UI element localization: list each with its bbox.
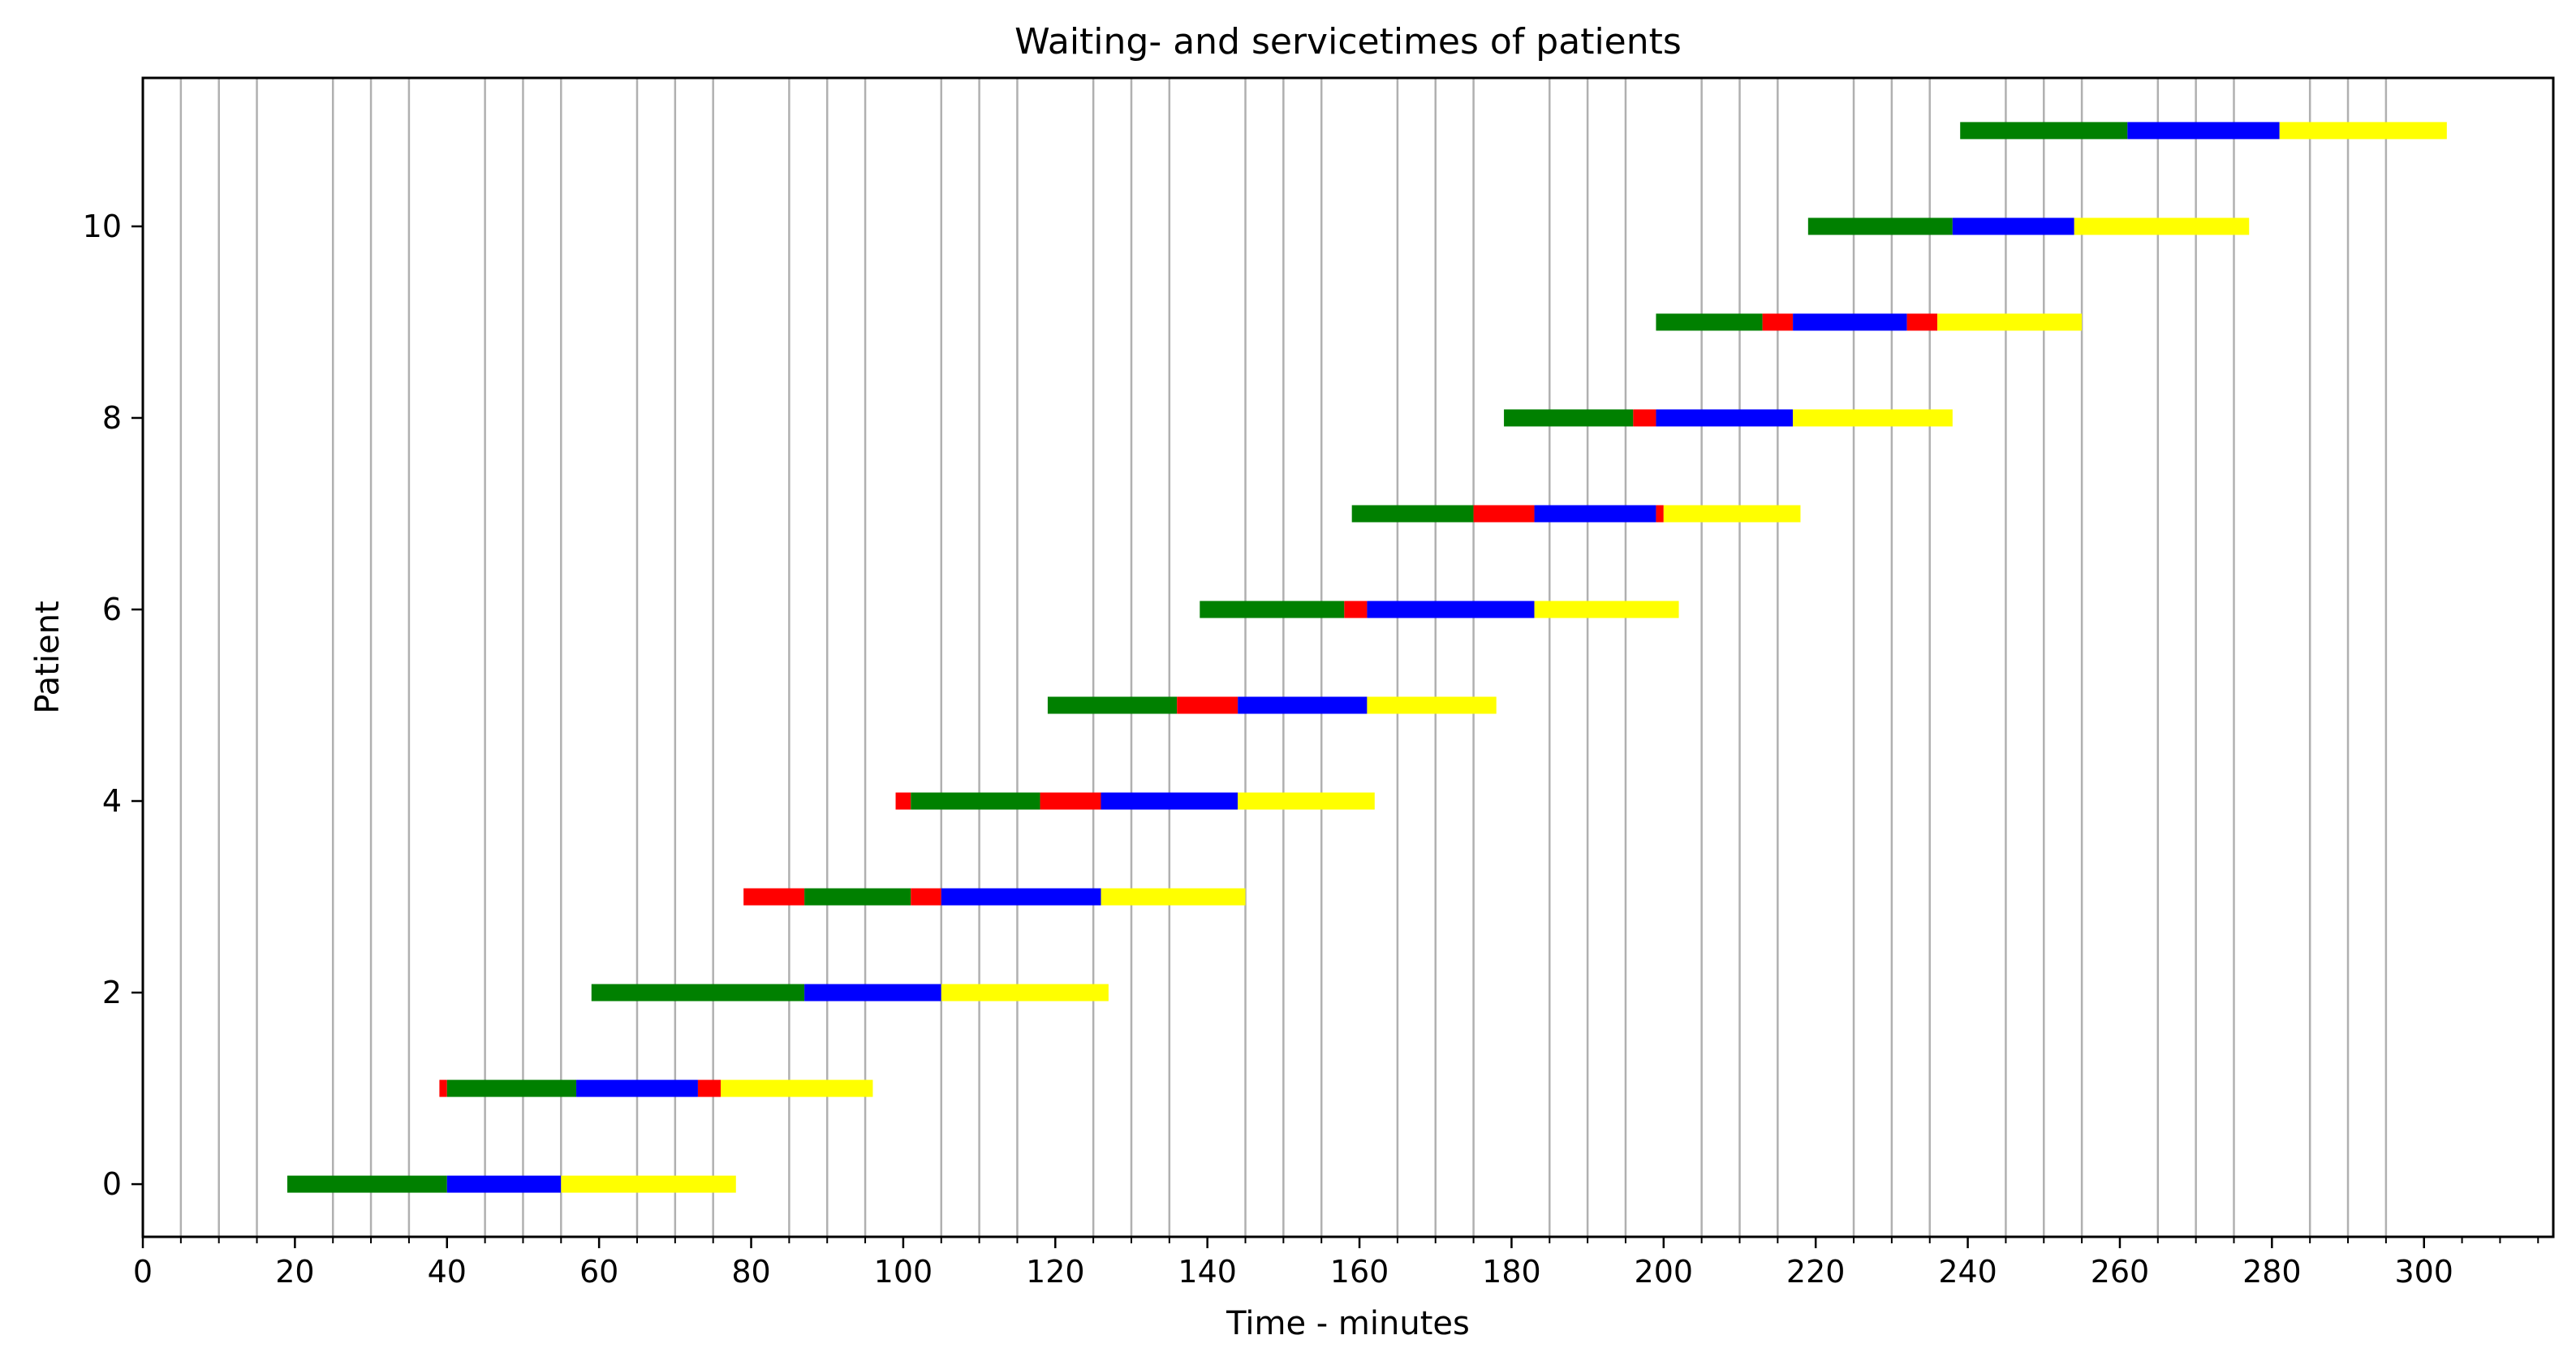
patient-10-green-segment	[1807, 218, 1953, 235]
patient-4-red-segment	[1040, 792, 1101, 810]
patient-3-blue-segment	[941, 888, 1101, 906]
y-tick-label: 8	[102, 400, 122, 436]
patient-1-red-segment	[697, 1079, 722, 1097]
patient-2-blue-segment	[804, 984, 941, 1001]
x-tick-label: 40	[428, 1254, 467, 1290]
x-tick-label: 300	[2394, 1254, 2453, 1290]
patient-8-yellow-segment	[1793, 409, 1953, 427]
patient-4-yellow-segment	[1238, 792, 1375, 810]
patient-11-yellow-segment	[2279, 122, 2447, 140]
patient-7-yellow-segment	[1663, 505, 1801, 523]
x-tick-label: 240	[1938, 1254, 1997, 1290]
patient-0-green-segment	[287, 1175, 447, 1193]
grid-lines	[179, 78, 2388, 1237]
y-tick-label: 6	[102, 592, 122, 627]
patient-bars	[287, 122, 2447, 1193]
patient-7-red-segment	[1656, 505, 1664, 523]
patient-5-yellow-segment	[1367, 696, 1497, 714]
patient-8-blue-segment	[1656, 409, 1794, 427]
x-tick-label: 200	[1635, 1254, 1694, 1290]
patient-4-blue-segment	[1101, 792, 1238, 810]
patient-6-red-segment	[1344, 601, 1368, 618]
x-tick-label: 140	[1178, 1254, 1237, 1290]
x-tick-label: 280	[2242, 1254, 2302, 1290]
x-tick-label: 120	[1026, 1254, 1085, 1290]
patient-9-red-segment	[1762, 313, 1794, 331]
x-axis-ticks: 0 20 40 60 80 100 120 140 160 180 200 220 240 260 280 3…	[133, 1237, 2539, 1290]
patient-4-red-segment	[895, 792, 911, 810]
plot-frame	[141, 76, 2555, 1238]
patient-4-green-segment	[911, 792, 1040, 810]
x-tick-label: 180	[1482, 1254, 1541, 1290]
patient-11-blue-segment	[2127, 122, 2280, 140]
x-tick-label: 20	[275, 1254, 314, 1290]
patient-9-yellow-segment	[1937, 313, 2083, 331]
patient-3-red-segment	[911, 888, 941, 906]
x-tick-label: 60	[579, 1254, 618, 1290]
chart-title: Waiting- and servicetimes of patients	[1014, 21, 1682, 62]
patient-9-green-segment	[1656, 313, 1763, 331]
x-tick-label: 100	[874, 1254, 933, 1290]
patient-2-green-segment	[591, 984, 805, 1001]
patient-1-blue-segment	[576, 1079, 698, 1097]
patient-6-green-segment	[1200, 601, 1345, 618]
patient-6-blue-segment	[1367, 601, 1535, 618]
x-tick-label: 220	[1786, 1254, 1846, 1290]
patient-9-blue-segment	[1793, 313, 1907, 331]
patient-6-yellow-segment	[1534, 601, 1679, 618]
x-axis-label: Time - minutes	[1226, 1305, 1470, 1342]
patient-3-red-segment	[743, 888, 805, 906]
patient-11-green-segment	[1960, 122, 2128, 140]
x-tick-label: 80	[731, 1254, 770, 1290]
patient-5-blue-segment	[1238, 696, 1368, 714]
patient-7-blue-segment	[1534, 505, 1656, 523]
patient-0-blue-segment	[446, 1175, 562, 1193]
patient-8-green-segment	[1504, 409, 1634, 427]
y-axis-label: Patient	[29, 601, 67, 713]
patient-7-green-segment	[1351, 505, 1474, 523]
x-tick-label: 160	[1330, 1254, 1389, 1290]
y-tick-label: 0	[102, 1166, 122, 1202]
y-tick-label: 4	[102, 783, 122, 819]
patient-5-green-segment	[1047, 696, 1178, 714]
patient-1-red-segment	[439, 1079, 447, 1097]
patient-9-red-segment	[1906, 313, 1938, 331]
y-tick-label: 2	[102, 975, 122, 1010]
patient-1-yellow-segment	[721, 1079, 873, 1097]
patient-0-yellow-segment	[561, 1175, 736, 1193]
x-tick-label: 260	[2091, 1254, 2150, 1290]
patient-2-yellow-segment	[941, 984, 1109, 1001]
y-axis-ticks: 0 2 4 6 8 10	[83, 209, 143, 1202]
patient-7-red-segment	[1473, 505, 1535, 523]
x-tick-label: 0	[133, 1254, 153, 1290]
patient-5-red-segment	[1177, 696, 1238, 714]
patient-3-green-segment	[804, 888, 911, 906]
patient-10-yellow-segment	[2074, 218, 2250, 235]
patient-8-red-segment	[1633, 409, 1656, 427]
patient-3-yellow-segment	[1101, 888, 1246, 906]
patient-1-green-segment	[446, 1079, 577, 1097]
y-tick-label: 10	[83, 209, 122, 244]
patient-10-blue-segment	[1952, 218, 2074, 235]
